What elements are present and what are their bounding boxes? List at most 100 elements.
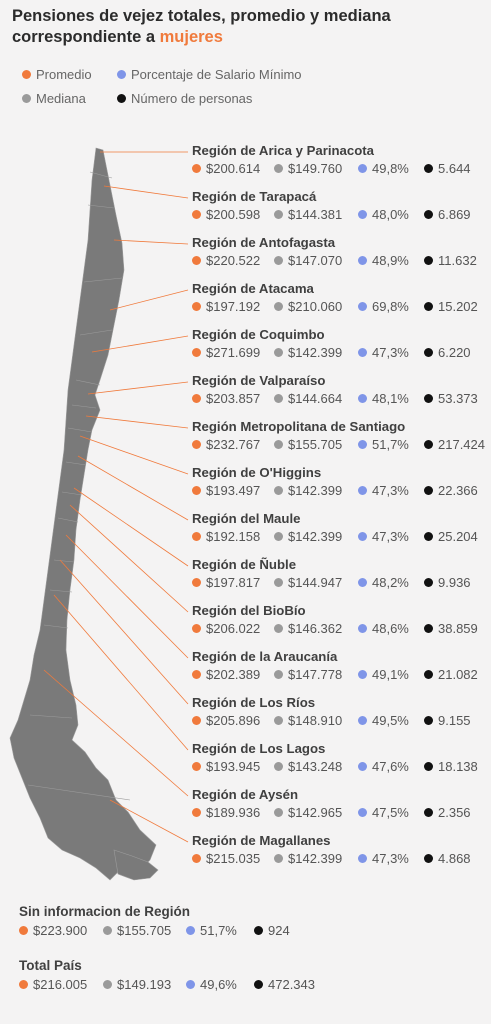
region-porcentaje-value: 47,3%: [372, 483, 409, 498]
region-values: $220.522 $147.070 48,9% 11.632: [192, 252, 488, 270]
region-porcentaje-value: 48,9%: [372, 253, 409, 268]
region-mediana: $155.705: [274, 436, 342, 454]
region-numero-value: 2.356: [438, 805, 471, 820]
porcentaje-dot-icon: [186, 926, 195, 936]
region-mediana-value: $147.070: [288, 253, 343, 268]
region-block: Región de Antofagasta $220.522 $147.070 48,…: [192, 234, 488, 270]
total-numero: 472.343: [254, 976, 315, 994]
region-promedio: $202.389: [192, 666, 260, 684]
region-numero: 6.220: [424, 344, 471, 362]
region-promedio-value: $203.857: [206, 391, 261, 406]
region-promedio: $271.699: [192, 344, 260, 362]
region-promedio-value: $200.598: [206, 207, 261, 222]
region-mediana-value: $210.060: [288, 299, 343, 314]
region-values: $215.035 $142.399 47,3% 4.868: [192, 850, 488, 868]
region-mediana-value: $148.910: [288, 713, 343, 728]
region-name: Región de O'Higgins: [192, 465, 322, 480]
region-porcentaje: 48,9%: [358, 252, 409, 270]
porcentaje-dot-icon: [117, 70, 126, 80]
numero-dot-icon: [424, 394, 433, 404]
region-block: Región de Arica y Parinacota $200.614 $149…: [192, 142, 488, 178]
promedio-dot-icon: [192, 854, 201, 864]
numero-dot-icon: [424, 716, 433, 726]
region-promedio: $232.767: [192, 436, 260, 454]
porcentaje-dot-icon: [358, 440, 367, 450]
region-mediana-value: $142.399: [288, 529, 343, 544]
region-promedio: $192.158: [192, 528, 260, 546]
region-name: Región de Antofagasta: [192, 235, 336, 250]
chart-title: Pensiones de vejez totales, promedio y m…: [12, 6, 472, 48]
numero-dot-icon: [424, 302, 433, 312]
region-mediana: $142.399: [274, 344, 342, 362]
mediana-dot-icon: [274, 624, 283, 634]
region-values: $203.857 $144.664 48,1% 53.373: [192, 390, 488, 408]
region-promedio-value: $215.035: [206, 851, 261, 866]
legend-label-numero: Número de personas: [131, 91, 253, 106]
porcentaje-dot-icon: [358, 210, 367, 220]
sin-info-mediana-value: $155.705: [117, 923, 172, 938]
region-numero-value: 18.138: [438, 759, 478, 774]
total-porcentaje-value: 49,6%: [200, 977, 237, 992]
region-name: Región de Los Ríos: [192, 695, 316, 710]
numero-dot-icon: [254, 980, 263, 990]
sin-info-values: $223.900 $155.705 51,7% 924: [19, 922, 479, 940]
region-name: Región de Los Lagos: [192, 741, 326, 756]
region-promedio: $203.857: [192, 390, 260, 408]
legend-label-mediana: Mediana: [36, 91, 86, 106]
porcentaje-dot-icon: [358, 624, 367, 634]
sin-info-numero-value: 924: [268, 923, 290, 938]
mediana-dot-icon: [274, 808, 283, 818]
region-block: Región de Magallanes $215.035 $142.399 47,3…: [192, 832, 488, 868]
leader-line-losrios: [59, 559, 189, 705]
mediana-dot-icon: [274, 256, 283, 266]
region-porcentaje-value: 49,5%: [372, 713, 409, 728]
leader-line-tarapaca: [103, 185, 189, 199]
region-numero: 22.366: [424, 482, 478, 500]
region-numero-value: 6.869: [438, 207, 471, 222]
region-promedio-value: $205.896: [206, 713, 261, 728]
region-numero-value: 11.632: [438, 253, 477, 268]
leader-line-maule: [77, 455, 189, 521]
mediana-dot-icon: [274, 670, 283, 680]
region-numero: 53.373: [424, 390, 478, 408]
mediana-dot-icon: [274, 486, 283, 496]
leader-line-atacama: [109, 289, 189, 311]
numero-dot-icon: [424, 762, 433, 772]
region-numero-value: 25.204: [438, 529, 478, 544]
region-name: Región de la Araucanía: [192, 649, 338, 664]
region-promedio: $193.945: [192, 758, 260, 776]
region-promedio: $197.192: [192, 298, 260, 316]
region-porcentaje: 47,3%: [358, 528, 409, 546]
total-promedio: $216.005: [19, 976, 87, 994]
region-numero: 21.082: [424, 666, 478, 684]
region-numero-value: 53.373: [438, 391, 478, 406]
region-mediana: $147.778: [274, 666, 342, 684]
region-values: $189.936 $142.965 47,5% 2.356: [192, 804, 488, 822]
leader-line-metropolitana: [85, 415, 189, 429]
region-numero-value: 5.644: [438, 161, 471, 176]
region-numero-value: 217.424: [438, 437, 485, 452]
region-porcentaje: 49,8%: [358, 160, 409, 178]
region-numero-value: 22.366: [438, 483, 478, 498]
region-promedio-value: $206.022: [206, 621, 261, 636]
leader-line-magallanes: [109, 799, 189, 843]
total-numero-value: 472.343: [268, 977, 315, 992]
numero-dot-icon: [424, 440, 433, 450]
region-values: $232.767 $155.705 51,7% 217.424: [192, 436, 488, 454]
region-mediana-value: $142.399: [288, 345, 343, 360]
porcentaje-dot-icon: [358, 532, 367, 542]
region-values: $193.945 $143.248 47,6% 18.138: [192, 758, 488, 776]
region-values: $193.497 $142.399 47,3% 22.366: [192, 482, 488, 500]
region-porcentaje: 48,6%: [358, 620, 409, 638]
numero-dot-icon: [424, 854, 433, 864]
region-mediana-value: $142.399: [288, 851, 343, 866]
region-promedio: $206.022: [192, 620, 260, 638]
porcentaje-dot-icon: [358, 854, 367, 864]
porcentaje-dot-icon: [358, 808, 367, 818]
region-porcentaje-value: 69,8%: [372, 299, 409, 314]
porcentaje-dot-icon: [358, 716, 367, 726]
region-porcentaje: 48,2%: [358, 574, 409, 592]
region-porcentaje: 49,5%: [358, 712, 409, 730]
region-block: Región del BioBío $206.022 $146.362 48,6% 38…: [192, 602, 488, 638]
